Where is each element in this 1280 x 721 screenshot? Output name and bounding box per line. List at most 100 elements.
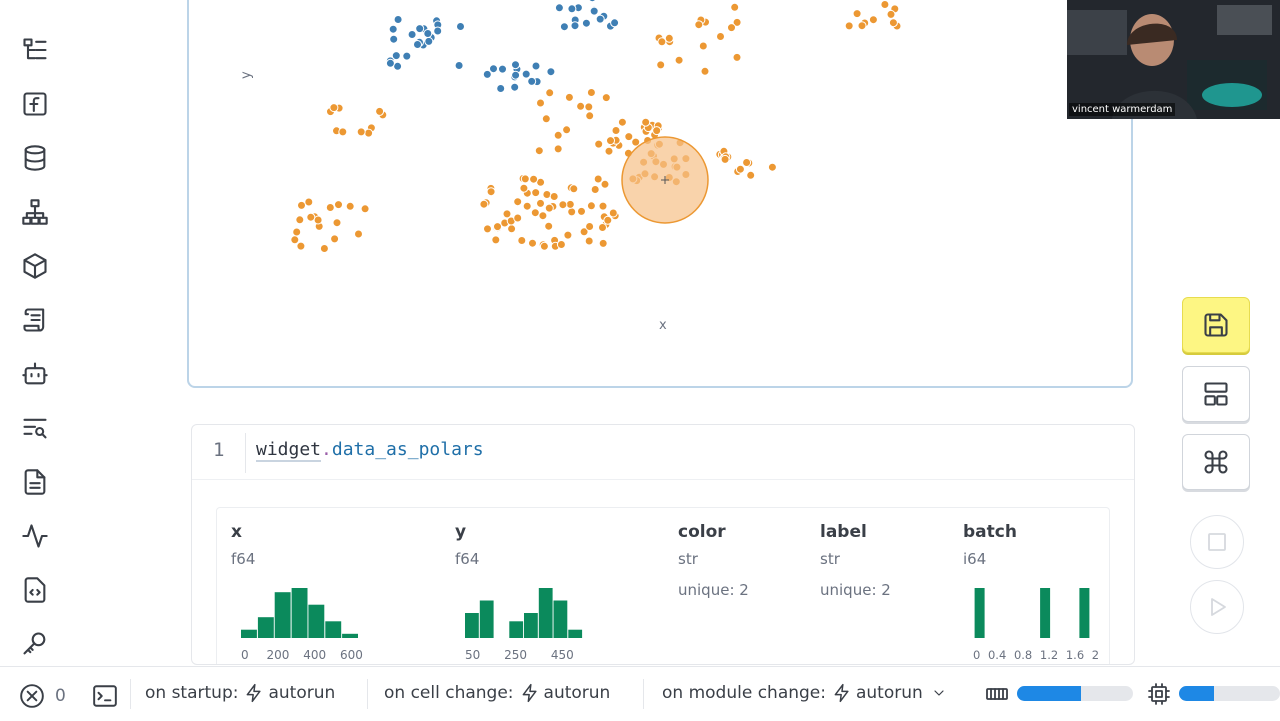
code-object: widget (256, 439, 322, 462)
scatter-point (423, 29, 433, 38)
code-cell[interactable]: 1 widget.data_as_polars x f64 0 200 400 … (191, 424, 1135, 665)
tick-label: 2 (1091, 648, 1100, 662)
scatter-point (354, 229, 363, 239)
search-list-icon[interactable] (17, 410, 53, 446)
document-icon[interactable] (17, 464, 53, 500)
scatter-point (520, 174, 530, 184)
scatter-point (888, 18, 898, 28)
scatter-point (345, 201, 355, 211)
cpu-usage-bar (1179, 686, 1280, 701)
scatter-point (698, 41, 708, 51)
run-button[interactable] (1190, 580, 1244, 634)
tick-label: 0.8 (1013, 648, 1033, 662)
scatter-point (595, 14, 605, 24)
scatter-point (389, 34, 399, 44)
column-dtype: i64 (963, 550, 987, 568)
histogram-bar (325, 621, 342, 638)
status-bar: 0 on startup: autorun on cell change: au… (0, 666, 1280, 721)
scatter-point (558, 200, 568, 210)
startup-setting[interactable]: on startup: autorun (145, 683, 335, 703)
scatter-point (868, 15, 878, 25)
dependency-graph-icon[interactable] (17, 194, 53, 230)
scatter-point (531, 188, 541, 198)
scatter-point (531, 61, 541, 71)
histogram-ticks: 50 250 450 (465, 648, 574, 662)
scatter-point (569, 184, 579, 194)
error-x-icon (20, 684, 44, 708)
startup-label: on startup: (145, 683, 239, 703)
scatter-point (565, 199, 575, 209)
scatter-point (527, 76, 537, 86)
lightning-icon (834, 683, 849, 703)
code-text[interactable]: widget.data_as_polars (256, 439, 484, 462)
scatter-point (542, 190, 552, 199)
scatter-point (585, 222, 595, 231)
histogram-bar (308, 604, 325, 638)
package-icon[interactable] (17, 248, 53, 284)
scatter-point (493, 222, 502, 232)
scatter-point (544, 203, 554, 213)
tick-label: 250 (504, 648, 528, 662)
bot-icon[interactable] (17, 356, 53, 392)
terminal-button[interactable] (92, 683, 118, 709)
code-dot: . (321, 439, 332, 460)
code-snippet-icon[interactable] (17, 572, 53, 608)
layout-button[interactable] (1182, 366, 1250, 422)
webcam-scene (1067, 0, 1280, 119)
scatter-plot[interactable]: x y (189, 0, 1133, 388)
stop-button[interactable] (1190, 515, 1244, 569)
scatter-point (716, 32, 725, 41)
database-icon[interactable] (17, 140, 53, 176)
scatter-point (393, 15, 403, 24)
scatter-point (522, 201, 532, 211)
scatter-point (521, 69, 531, 79)
scatter-point (564, 92, 574, 102)
scatter-point (511, 70, 521, 80)
scatter-point (491, 235, 501, 245)
memory-usage-bar (1017, 686, 1133, 701)
scatter-point (624, 132, 634, 142)
tick-label: 600 (339, 648, 363, 662)
column-dtype: str (678, 550, 698, 568)
scatter-point (585, 111, 595, 121)
stop-icon (1208, 533, 1226, 551)
function-icon[interactable] (17, 86, 53, 122)
save-button[interactable] (1182, 297, 1250, 353)
startup-value: autorun (268, 683, 336, 703)
scatter-point (567, 4, 577, 14)
scatter-point (857, 21, 867, 31)
scatter-point (538, 211, 548, 221)
code-editor-line[interactable]: 1 widget.data_as_polars (192, 425, 1134, 480)
key-icon[interactable] (17, 626, 53, 662)
cell-change-label: on cell change: (384, 683, 514, 703)
layout-icon (1204, 382, 1228, 406)
column-dtype: f64 (455, 550, 480, 568)
scatter-point (388, 24, 398, 34)
tick-label: 450 (550, 648, 574, 662)
scatter-point (292, 227, 302, 237)
scatter-point (482, 69, 492, 79)
tick-label: 0 (973, 648, 981, 662)
scatter-point (610, 18, 620, 28)
scroll-icon[interactable] (17, 302, 53, 338)
scatter-point (674, 55, 684, 65)
scatter-point (641, 117, 651, 127)
module-change-setting[interactable]: on module change: autorun (662, 683, 947, 703)
scatter-point (544, 221, 554, 231)
cell-change-setting[interactable]: on cell change: autorun (384, 683, 610, 703)
scatter-point (664, 33, 674, 43)
scatter-point (513, 197, 523, 207)
memory-icon (986, 688, 1008, 700)
column-dtype: str (820, 550, 840, 568)
code-attribute: data_as_polars (331, 439, 484, 460)
x-axis-label: x (659, 318, 667, 333)
error-indicator[interactable]: 0 (19, 683, 66, 709)
activity-icon[interactable] (17, 518, 53, 554)
scatter-point (700, 66, 710, 76)
column-name: label (820, 522, 867, 542)
command-palette-button[interactable] (1182, 434, 1250, 490)
scatter-point (364, 128, 374, 138)
scatter-point (528, 238, 537, 248)
scatter-point (510, 82, 520, 92)
file-tree-icon[interactable] (17, 32, 53, 68)
